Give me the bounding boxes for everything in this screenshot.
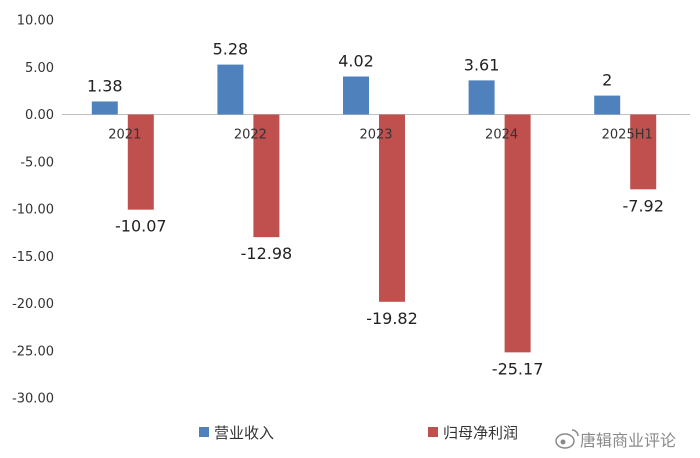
y-tick-label: -25.00 [12,344,54,359]
net-profit-value-label: -10.07 [115,217,167,236]
revenue-value-label: 3.61 [464,55,500,74]
y-tick-label: -20.00 [12,297,54,312]
net-profit-bar-2022 [253,114,280,238]
legend-label: 归母净利润 [443,424,518,442]
weibo-icon [555,429,579,449]
x-category-label: 2025H1 [602,128,653,143]
watermark: 唐辑商业评论 [555,429,676,450]
x-category-label: 2021 [108,128,141,143]
net-profit-bar-2021 [127,114,154,210]
x-category-label: 2022 [234,128,267,143]
revenue-bar-2024 [468,80,495,115]
legend-swatch [199,427,209,437]
category-labels: 2021 2022 2023 2024 2025H1 [108,128,653,143]
net-profit-value-label: -12.98 [241,244,293,263]
net-profit-bar-2023 [379,114,405,302]
y-tick-label: 5.00 [25,61,54,76]
net-profit-bar-2024 [504,114,531,353]
x-category-label: 2024 [485,128,518,143]
y-tick-label: -10.00 [12,203,54,218]
y-tick-label: 10.00 [17,14,54,29]
legend: 营业收入 归母净利润 [199,424,518,442]
y-tick-label: -5.00 [20,155,54,170]
net-profit-value-label: -25.17 [492,359,544,378]
legend-label: 营业收入 [214,424,274,442]
data-labels: 1.38 -10.07 5.28 -12.98 4.02 -19.82 3.61 -25.17… [87,40,664,379]
revenue-bar-2022 [217,64,244,115]
revenue-value-label: 2 [602,71,612,90]
revenue-value-label: 1.38 [87,76,123,95]
y-axis: 10.00 5.00 0.00 -5.00 -10.00 -15.00 -20.00 -25.… [12,14,54,407]
net-profit-value-label: -7.92 [622,196,663,215]
legend-swatch [428,427,438,437]
x-category-label: 2023 [359,128,392,143]
revenue-bar-2023 [343,76,369,115]
revenue-bar-2021 [91,101,118,115]
bars [91,64,657,353]
watermark-text: 唐辑商业评论 [580,431,676,450]
revenue-value-label: 5.28 [213,40,249,59]
revenue-value-label: 4.02 [338,52,374,71]
y-tick-label: -15.00 [12,250,54,265]
net-profit-value-label: -19.82 [366,309,418,328]
y-tick-label: -30.00 [12,392,54,407]
revenue-bar-2025H1 [594,95,621,115]
y-tick-label: 0.00 [25,108,54,123]
net-profit-bar-2025H1 [630,114,657,190]
